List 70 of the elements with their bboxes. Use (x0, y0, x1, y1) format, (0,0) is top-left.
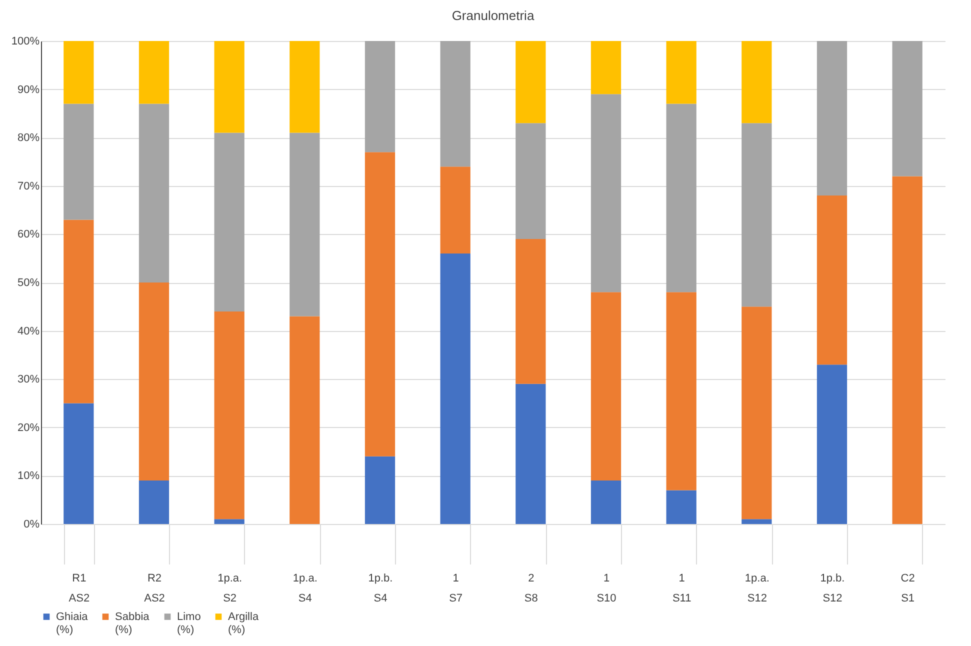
bar (742, 519, 772, 524)
bar (590, 292, 622, 481)
bar (290, 132, 320, 316)
x-tick-label: R1 AS2 (68, 572, 90, 604)
bar (892, 176, 922, 524)
bar (364, 152, 396, 456)
x-tick-label: 1p.a. S2 (218, 572, 242, 604)
x-tick-label: 1p.b. S12 (820, 572, 845, 604)
x-tick-label: 1 S11 (672, 572, 692, 604)
y-tick-label: 90% (17, 84, 40, 96)
y-tick-label: 50% (17, 277, 40, 289)
bar (138, 104, 170, 282)
bar (742, 123, 772, 307)
bar (440, 166, 470, 254)
x-tick-label: 1p.a. S4 (292, 572, 318, 604)
legend-label: Sabbia (%) (115, 610, 150, 636)
bar (138, 282, 170, 481)
bar (290, 41, 320, 133)
y-tick-label: 0% (24, 518, 40, 530)
bar (214, 132, 244, 312)
x-tick-label: 1p.a. S12 (744, 572, 770, 604)
y-tick-label: 80% (17, 132, 40, 144)
bar (516, 239, 546, 384)
bar (290, 316, 320, 524)
bar (64, 41, 94, 104)
y-tick-label: 40% (17, 325, 40, 338)
bar (364, 456, 396, 524)
bar (138, 41, 170, 104)
bar (516, 384, 546, 524)
bar (440, 41, 470, 167)
chart-title: Granulometria (452, 8, 535, 23)
y-tick-label: 10% (17, 470, 40, 482)
bar (742, 306, 772, 520)
y-tick-label: 70% (17, 180, 40, 192)
bar (138, 480, 170, 524)
bar (64, 403, 94, 524)
bar (590, 41, 622, 94)
bar (892, 41, 922, 176)
y-tick-label: 60% (17, 228, 40, 241)
bar (816, 364, 848, 524)
bar (214, 311, 244, 520)
bar (666, 41, 696, 104)
x-tick-label: 2 S8 (524, 572, 538, 604)
x-tick-label: 1 S7 (449, 572, 463, 604)
bar (816, 196, 848, 365)
bar (590, 480, 622, 524)
x-tick-label: 1 S10 (596, 572, 616, 604)
bar (742, 41, 772, 124)
bar (666, 104, 696, 292)
x-tick-label: R2 AS2 (144, 572, 165, 604)
y-tick-label: 30% (17, 374, 40, 386)
legend-label: Ghiaia (%) (56, 610, 89, 636)
y-tick-label: 100% (11, 36, 40, 48)
bar (516, 123, 546, 240)
bar (214, 519, 244, 524)
bar (440, 254, 470, 524)
x-tick-label: C2 S1 (900, 572, 915, 604)
bar (516, 41, 546, 124)
bar (816, 41, 848, 196)
legend-label: Argilla (%) (228, 610, 260, 636)
bar (214, 41, 244, 133)
legend-label: Limo (%) (177, 610, 201, 636)
bar (364, 41, 396, 152)
y-tick-label: 20% (17, 422, 40, 434)
bar (64, 104, 94, 220)
bar (64, 220, 94, 404)
x-tick-label: 1p.b. S4 (368, 572, 393, 604)
bar (666, 490, 696, 524)
bar (666, 292, 696, 490)
bar (590, 94, 622, 292)
